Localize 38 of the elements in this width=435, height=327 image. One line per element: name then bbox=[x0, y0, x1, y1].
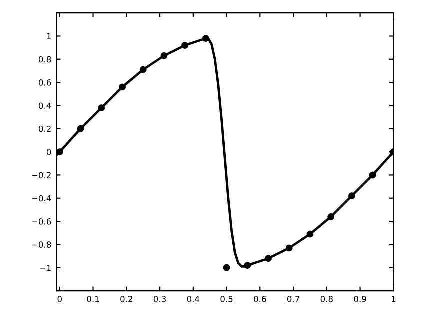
y-tick-label: −0.6 bbox=[32, 218, 52, 225]
y-tick-label: 0.4 bbox=[38, 102, 52, 110]
y-tick-label: −0.2 bbox=[32, 172, 51, 178]
point bbox=[328, 213, 335, 220]
x-tick-label: 0.8 bbox=[320, 296, 333, 302]
point bbox=[244, 262, 252, 270]
y-tick-label: −0.4 bbox=[32, 195, 52, 202]
y-tick-label: 0.6 bbox=[38, 80, 52, 86]
y-tick-label: 1 bbox=[47, 33, 51, 40]
x-tick-label: 0.1 bbox=[87, 296, 100, 302]
x-tick-label: 0.7 bbox=[287, 296, 300, 302]
x-tick-label: 0.6 bbox=[254, 296, 266, 302]
y-tick-label: 0.2 bbox=[38, 126, 51, 132]
point bbox=[265, 255, 272, 262]
point bbox=[348, 192, 356, 200]
x-tick-label: 1 bbox=[392, 296, 396, 302]
x-tick-label: 0.5 bbox=[220, 296, 233, 302]
x-tick-label: 0.9 bbox=[354, 296, 366, 302]
y-tick-label: −0.8 bbox=[32, 242, 52, 248]
x-tick-label: 0.4 bbox=[187, 296, 200, 302]
point bbox=[182, 42, 189, 49]
x-tick-label: 0 bbox=[58, 296, 62, 302]
y-tick-label: 0 bbox=[46, 149, 52, 156]
x-tick-label: 0.3 bbox=[154, 296, 166, 302]
point bbox=[160, 52, 168, 60]
point bbox=[77, 125, 84, 132]
y-tick-label: −1 bbox=[40, 264, 51, 272]
x-tick-label: 0.2 bbox=[120, 296, 132, 302]
point bbox=[98, 104, 106, 112]
point bbox=[286, 244, 293, 252]
y-tick-label: 0.8 bbox=[38, 56, 52, 63]
point bbox=[56, 148, 64, 156]
point bbox=[140, 66, 147, 74]
point bbox=[119, 84, 126, 91]
point bbox=[223, 264, 230, 272]
point bbox=[306, 230, 314, 238]
point bbox=[369, 172, 376, 179]
point bbox=[202, 35, 210, 42]
